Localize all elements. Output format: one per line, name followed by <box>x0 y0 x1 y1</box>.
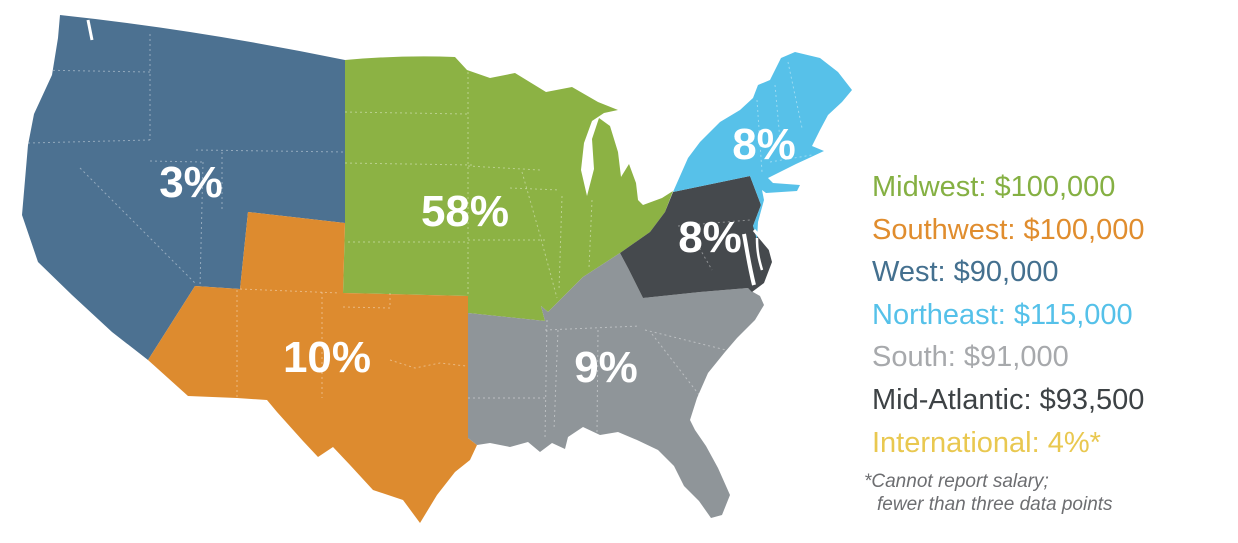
puget-sound <box>86 19 94 41</box>
legend: Midwest: $100,000 Southwest: $100,000 We… <box>872 166 1144 464</box>
region-south-percent-label: 9% <box>574 343 638 392</box>
chesapeake-bay <box>742 233 756 286</box>
region-mid-atlantic-shape <box>620 176 772 298</box>
region-southwest-percent-label: 10% <box>283 333 371 382</box>
legend-item-mid-atlantic: Mid-Atlantic: $93,500 <box>872 383 1145 416</box>
region-midwest-percent-label: 58% <box>421 187 509 236</box>
region-northeast-percent-label: 8% <box>732 120 796 169</box>
water-detail-lines <box>86 19 772 286</box>
state-borders <box>27 34 813 439</box>
us-region-map: 3% 58% 10% 9% 8% 8% <box>22 15 852 523</box>
region-west-shape <box>22 15 345 360</box>
legend-item-southwest: Southwest: $100,000 <box>872 213 1145 246</box>
legend-item-west: West: $90,000 <box>872 256 1059 289</box>
delaware-bay <box>752 229 772 250</box>
region-southwest-shape <box>148 212 477 523</box>
footnote-line-1: *Cannot report salary; <box>864 471 1049 492</box>
region-midwest-shape <box>343 56 673 322</box>
region-mid-atlantic-percent-label: 8% <box>678 213 742 262</box>
footnote-line-2: fewer than three data points <box>877 494 1113 515</box>
legend-item-northeast: Northeast: $115,000 <box>872 298 1133 331</box>
legend-item-south: South: $91,000 <box>872 341 1069 374</box>
chesapeake-bay-east <box>755 237 764 271</box>
region-south-shape <box>468 253 764 518</box>
region-northeast-shape <box>673 52 852 240</box>
legend-footnote: *Cannot report salary; fewer than three … <box>864 470 1113 516</box>
legend-item-international: International: 4%* <box>872 426 1101 459</box>
legend-item-midwest: Midwest: $100,000 <box>872 171 1116 203</box>
region-west-percent-label: 3% <box>159 158 223 207</box>
